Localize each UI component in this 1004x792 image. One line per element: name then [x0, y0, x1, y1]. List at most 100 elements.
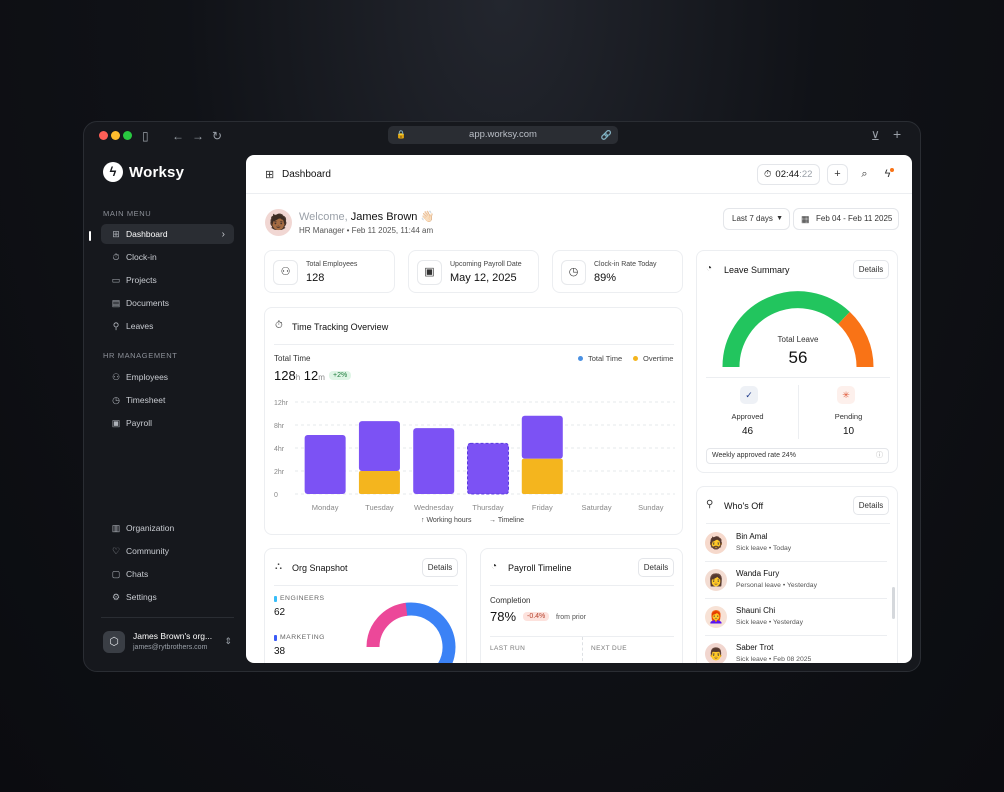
- gauge-approved-arc: [722, 291, 850, 368]
- browser-window: ▯ ← → ↻ 🔒 app.worksy.com 🔗 ⊻ + ϟ Worksy …: [83, 121, 921, 672]
- grid-icon: ⊞: [112, 228, 120, 239]
- details-button[interactable]: Details: [853, 260, 889, 279]
- range-dropdown[interactable]: Last 7 days ▼: [723, 208, 790, 230]
- person-name: Bin Amal: [736, 532, 768, 541]
- stat-card-clock-in: ◷ Clock-in Rate Today 89%: [552, 250, 683, 293]
- range-label: Last 7 days: [732, 214, 773, 223]
- bar-total-time[interactable]: [358, 421, 400, 471]
- lightning-icon: ϟ: [103, 162, 123, 182]
- person-name: Shauni Chi: [736, 606, 776, 615]
- brand-logo[interactable]: ϟ Worksy: [103, 162, 184, 182]
- date-range-label: Feb 04 - Feb 11 2025: [816, 214, 893, 223]
- org-email: james@rytbrothers.com: [133, 644, 208, 651]
- card-title: Org Snapshot: [292, 563, 348, 573]
- last-run-label: LAST RUN: [490, 645, 526, 652]
- card-divider: [274, 585, 458, 586]
- bar-total-time[interactable]: [413, 428, 455, 494]
- pending-value: 10: [842, 426, 855, 437]
- completion-label: Completion: [490, 596, 531, 605]
- url-text: app.worksy.com: [469, 129, 537, 140]
- list-item[interactable]: 👨 Saber Trot Sick leave • Feb 08 2025: [705, 636, 887, 663]
- x-tick-label: Monday: [312, 503, 339, 512]
- close-window-button[interactable]: [99, 131, 108, 140]
- bar-total-time[interactable]: [467, 442, 509, 495]
- y-tick-label: 12hr: [274, 400, 289, 407]
- bar-overtime[interactable]: [358, 471, 400, 494]
- sidebar-item-timesheet[interactable]: ◷ Timesheet: [101, 390, 234, 410]
- main-header: ⊞ Dashboard ⏱ 02:44:22 + ⌕ ϟ: [246, 155, 912, 194]
- working-hours-link[interactable]: ↑ Working hours: [421, 517, 471, 524]
- chevron-down-icon: ▼: [776, 215, 783, 222]
- clock-icon: ◷: [112, 394, 120, 405]
- new-tab-icon[interactable]: +: [893, 126, 902, 142]
- next-due-label: NEXT DUE: [591, 645, 627, 652]
- list-item[interactable]: 👩‍🦰 Shauni Chi Sick leave • Yesterday: [705, 599, 887, 636]
- back-arrow-icon[interactable]: ←: [172, 129, 184, 143]
- stat-card-employees: ⚇ Total Employees 128: [264, 250, 395, 293]
- stopwatch-icon: ⏱: [275, 320, 283, 331]
- dashboard-grid-icon: ⊞: [265, 169, 275, 181]
- y-tick-label: 2hr: [274, 469, 285, 476]
- sidebar-item-community[interactable]: ♡ Community: [101, 541, 234, 561]
- engineers-label: ENGINEERS: [274, 595, 325, 602]
- welcome-subtitle: HR Manager • Feb 11 2025, 11:44 am: [299, 226, 434, 235]
- details-button[interactable]: Details: [422, 558, 458, 577]
- list-item[interactable]: 👩 Wanda Fury Personal leave • Yesterday: [705, 562, 887, 599]
- org-switcher[interactable]: ⬡ James Brown's org... james@rytbrothers…: [101, 627, 234, 659]
- card-title: Leave Summary: [724, 265, 790, 275]
- sidebar-item-projects[interactable]: ▭ Projects: [101, 270, 234, 290]
- org-logo-icon: ⬡: [103, 631, 125, 653]
- details-button[interactable]: Details: [853, 496, 889, 515]
- user-icon: ⚲: [112, 320, 120, 331]
- main-menu-label: MAIN MENU: [103, 209, 152, 218]
- sidebar-item-dashboard[interactable]: ⊞ Dashboard ›: [101, 224, 234, 244]
- timeline-link[interactable]: → Timeline: [489, 517, 524, 524]
- bar-total-time[interactable]: [304, 434, 346, 494]
- sidebar-toggle-icon[interactable]: ▯: [142, 129, 149, 143]
- stat-value: 89%: [594, 272, 617, 284]
- sidebar-item-employees[interactable]: ⚇ Employees: [101, 367, 234, 387]
- bar-total-time[interactable]: [521, 415, 563, 459]
- sidebar-item-documents[interactable]: ▤ Documents: [101, 293, 234, 313]
- stat-label: Upcoming Payroll Date: [450, 261, 522, 268]
- sidebar-item-organization[interactable]: ▥ Organization: [101, 518, 234, 538]
- search-icon[interactable]: ⌕: [861, 168, 868, 180]
- legend-label: Total Time: [588, 354, 623, 363]
- chat-icon: ▢: [111, 568, 121, 579]
- minimize-window-button[interactable]: [111, 131, 120, 140]
- marketing-label: MARKETING: [274, 634, 325, 641]
- details-button[interactable]: Details: [638, 558, 674, 577]
- sidebar-item-clock-in[interactable]: ⏱ Clock-in: [101, 247, 234, 267]
- timer-display[interactable]: ⏱ 02:44:22: [757, 164, 820, 185]
- sidebar-item-chats[interactable]: ▢ Chats: [101, 564, 234, 584]
- folder-icon: ▭: [111, 274, 121, 285]
- leave-summary-card: ◔ Leave Summary Details Total Leave 56 ✓…: [696, 250, 898, 473]
- list-item[interactable]: 🧔 Bin Amal Sick leave • Today: [705, 525, 887, 562]
- org-name: James Brown's org...: [133, 631, 213, 641]
- date-range-picker[interactable]: ▦ Feb 04 - Feb 11 2025: [793, 208, 899, 230]
- sidebar: ϟ Worksy MAIN MENU ⊞ Dashboard › ⏱ Clock…: [84, 152, 246, 671]
- scrollbar-thumb[interactable]: [892, 587, 895, 619]
- forward-arrow-icon[interactable]: →: [192, 129, 204, 143]
- column-divider: [798, 385, 799, 439]
- add-button[interactable]: +: [827, 164, 848, 185]
- zoom-window-button[interactable]: [123, 131, 132, 140]
- sidebar-item-label: Organization: [126, 523, 175, 533]
- download-icon[interactable]: ⊻: [871, 129, 880, 143]
- minutes-unit: m: [318, 373, 325, 382]
- from-prior-label: from prior: [556, 614, 586, 621]
- leave-info: Sick leave • Today: [736, 545, 792, 552]
- sidebar-item-label: Employees: [126, 372, 169, 382]
- sidebar-item-settings[interactable]: ⚙ Settings: [101, 587, 234, 607]
- sidebar-item-label: Timesheet: [126, 395, 166, 405]
- bar-overtime[interactable]: [521, 458, 563, 494]
- lightning-icon[interactable]: ϟ: [877, 164, 898, 185]
- sidebar-item-leaves[interactable]: ⚲ Leaves: [101, 316, 234, 336]
- info-icon[interactable]: ⓘ: [876, 452, 883, 459]
- link-icon[interactable]: 🔗: [600, 130, 612, 140]
- reload-icon[interactable]: ↻: [212, 129, 223, 143]
- welcome-heading: Welcome, James Brown 👋🏻: [299, 210, 434, 223]
- sidebar-item-payroll[interactable]: ▣ Payroll: [101, 413, 234, 433]
- url-bar[interactable]: 🔒 app.worksy.com 🔗: [388, 126, 618, 144]
- avatar[interactable]: 🧑🏾: [265, 209, 292, 236]
